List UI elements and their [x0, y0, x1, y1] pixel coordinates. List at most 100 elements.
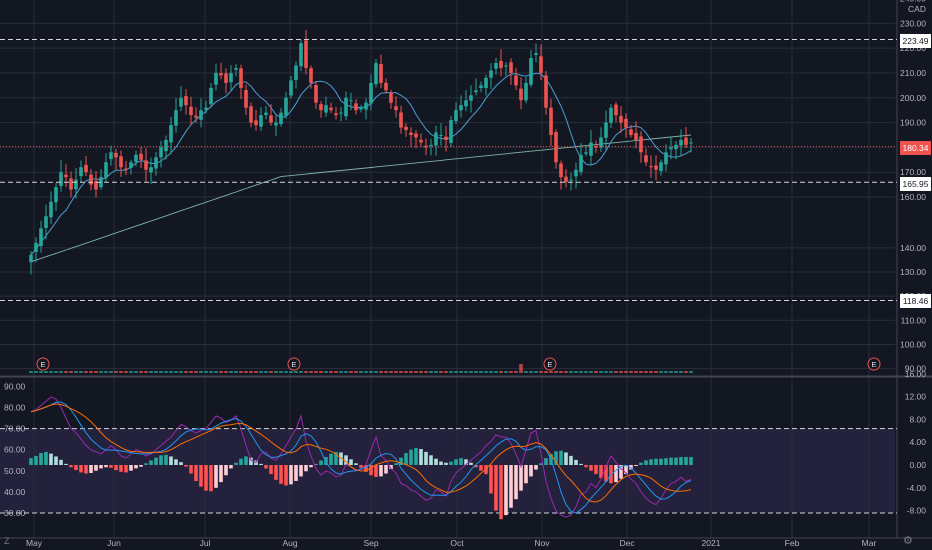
macd-histogram-bar [644, 460, 648, 465]
macd-histogram-bar [279, 465, 283, 484]
macd-histogram-bar [274, 465, 278, 480]
x-tick-label: Sep [363, 538, 378, 548]
candle-body [234, 67, 238, 70]
volume-bar [569, 371, 573, 373]
macd-histogram-bar [449, 461, 453, 465]
macd-histogram-bar [414, 447, 418, 465]
candle-body [454, 110, 458, 122]
volume-bar [624, 371, 628, 373]
candle-body [299, 43, 303, 67]
macd-histogram-bar [489, 465, 493, 494]
support-price-label: 165.95 [900, 177, 931, 191]
macd-histogram-bar [214, 465, 218, 488]
earnings-event-label: E [547, 360, 552, 369]
volume-bar [139, 371, 143, 373]
macd-histogram-bar [434, 458, 438, 465]
volume-bar [214, 371, 218, 373]
candle-body [574, 169, 578, 177]
candle-body [79, 167, 83, 177]
macd-histogram-bar [84, 465, 88, 474]
macd-histogram-bar [604, 465, 608, 482]
volume-bar [399, 371, 403, 373]
candle-body [34, 242, 38, 252]
x-tick-label: Feb [785, 538, 800, 548]
y-tick-label: 230.00 [900, 18, 926, 28]
oscillator-tick-label: 80.00 [4, 403, 26, 413]
y-tick-label: 220.00 [900, 43, 926, 53]
volume-bar [424, 371, 428, 373]
volume-bar [199, 371, 203, 373]
candle-body [109, 152, 113, 160]
candle-body [339, 112, 343, 114]
volume-bar [159, 371, 163, 373]
candle-body [409, 132, 413, 135]
x-tick-label: Mar [862, 538, 877, 548]
settings-icon[interactable]: ⚙ [903, 535, 913, 547]
macd-histogram-bar [79, 465, 83, 473]
y-tick-label: 110.00 [901, 315, 927, 325]
macd-histogram-bar [314, 463, 318, 465]
candle-body [624, 118, 628, 128]
volume-bar [289, 371, 293, 373]
macd-histogram-bar [69, 465, 73, 468]
candle-body [564, 176, 568, 183]
macd-histogram-bar [659, 458, 663, 465]
macd-histogram-bar [139, 465, 143, 467]
oscillator-tick-label: 70.00 [4, 424, 26, 434]
volume-bar [594, 371, 598, 373]
y-tick-label: 90.00 [905, 364, 927, 374]
candle-body [64, 174, 68, 178]
macd-histogram-bar [29, 458, 33, 465]
macd-histogram-bar [669, 457, 673, 465]
volume-bar [529, 371, 533, 373]
candle-body [284, 97, 288, 116]
zoom-icon[interactable]: Z [4, 536, 10, 546]
candle-body [484, 77, 488, 89]
volume-bar [124, 371, 128, 373]
x-tick-label: Aug [282, 538, 297, 548]
volume-bar [274, 371, 278, 373]
volume-bar [54, 371, 58, 373]
candle-body [369, 82, 373, 104]
macd-histogram-bar [689, 457, 693, 465]
volume-bar [444, 371, 448, 373]
volume-bar [474, 371, 478, 373]
volume-bar [439, 371, 443, 373]
volume-bar [244, 371, 248, 373]
y-tick-label: 190.00 [900, 118, 926, 128]
candle-body [499, 60, 503, 68]
volume-bar [479, 371, 483, 373]
signal-line [30, 403, 692, 503]
volume-bar [94, 371, 98, 373]
volume-bar [209, 371, 213, 373]
volume-bar [284, 371, 288, 373]
volume-bar [464, 371, 468, 373]
volume-bar [324, 371, 328, 373]
candle-body [129, 162, 133, 168]
macd-histogram-bar [94, 465, 98, 471]
candle-body [479, 85, 483, 88]
candle-body [134, 154, 138, 162]
candle-body [509, 62, 513, 73]
macd-histogram-bar [354, 463, 358, 465]
macd-histogram-bar [44, 451, 48, 465]
macd-histogram-bar [344, 455, 348, 465]
macd-histogram-bar [634, 465, 638, 466]
volume-bar [674, 371, 678, 373]
macd-histogram-bar [574, 459, 578, 465]
macd-histogram-bar [509, 465, 513, 508]
volume-bar [414, 371, 418, 373]
macd-histogram-bar [164, 454, 168, 465]
volume-bar [524, 371, 528, 373]
candle-body [544, 75, 548, 108]
y-tick-label: 130.00 [900, 267, 926, 277]
candle-body [374, 63, 378, 85]
candle-body [504, 65, 508, 67]
macd-histogram-bar [459, 458, 463, 465]
candle-body [204, 107, 208, 110]
macd-histogram-bar [119, 465, 123, 472]
macd-histogram-bar [209, 465, 213, 492]
volume-bar [584, 371, 588, 373]
